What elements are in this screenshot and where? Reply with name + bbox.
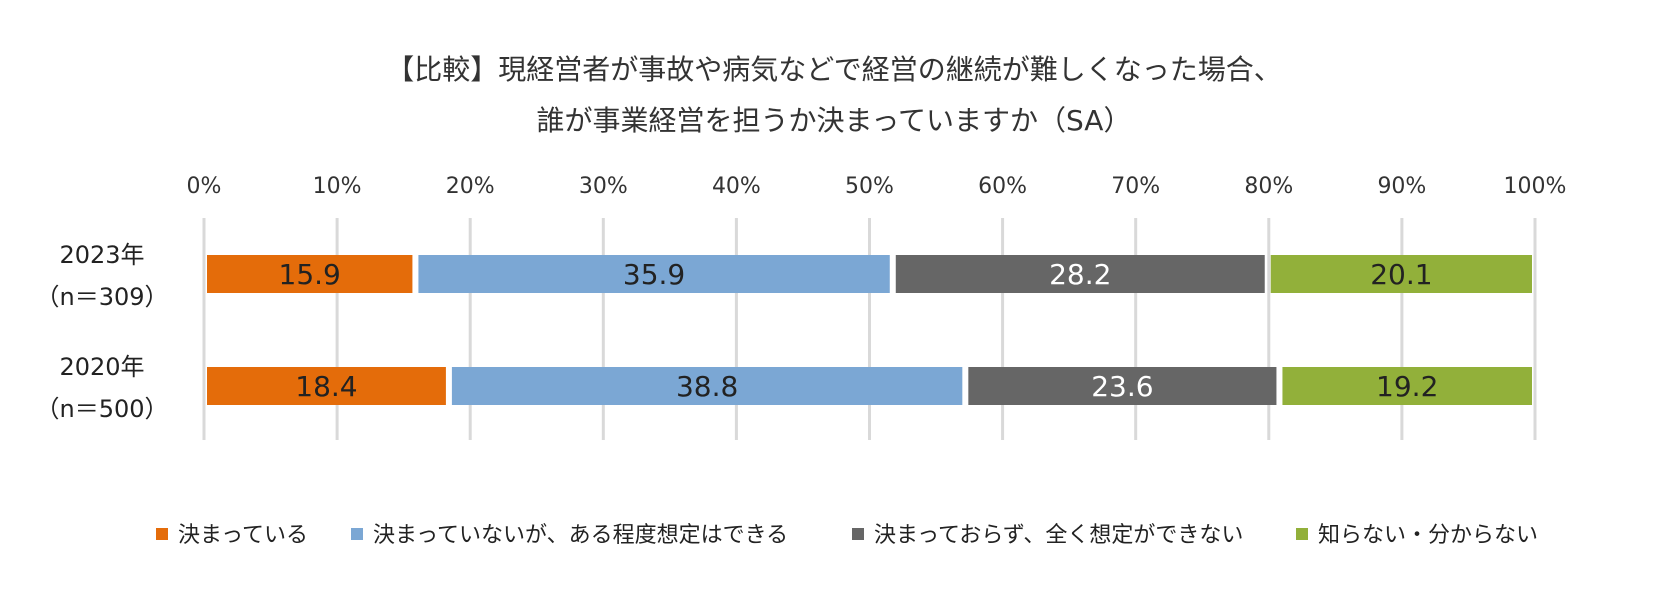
data-label: 15.9: [279, 258, 341, 291]
legend-swatch: [1296, 528, 1308, 540]
bar-segment: [1282, 367, 1532, 405]
x-tick-label: 90%: [1377, 174, 1426, 199]
category-labels: 2023年 （n＝309） 2020年 （n＝500）: [35, 241, 168, 423]
bar-segment: [207, 255, 413, 293]
x-tick-label: 60%: [978, 174, 1027, 199]
data-label: 28.2: [1049, 258, 1111, 291]
x-tick-label: 80%: [1244, 174, 1293, 199]
data-label: 35.9: [623, 258, 685, 291]
x-tick-label: 10%: [313, 174, 362, 199]
legend-label: 知らない・分からない: [1318, 523, 1538, 548]
bar-segment: [418, 255, 890, 293]
category-label-year: 2020年: [59, 353, 144, 381]
data-label: 23.6: [1091, 370, 1153, 403]
x-tick-label: 50%: [845, 174, 894, 199]
x-axis-ticks: 0% 10% 20% 30% 40% 50% 60% 70% 80% 90% 100%: [187, 174, 1567, 199]
legend-label: 決まっている: [178, 523, 308, 548]
data-label: 20.1: [1370, 258, 1432, 291]
x-tick-label: 100%: [1504, 174, 1567, 199]
category-label-n: （n＝309）: [35, 283, 168, 311]
bar-segment: [895, 255, 1265, 293]
bar-segment: [968, 367, 1277, 405]
bar-segments: [207, 255, 1532, 405]
x-tick-label: 40%: [712, 174, 761, 199]
bar-segment: [207, 367, 446, 405]
legend-swatch: [852, 528, 864, 540]
legend-swatch: [351, 528, 363, 540]
bar-segment: [451, 367, 963, 405]
chart-title-line-2: 誰が事業経営を担うか決まっていますか（SA）: [537, 104, 1132, 137]
x-tick-label: 30%: [579, 174, 628, 199]
category-label-n: （n＝500）: [35, 395, 168, 423]
category-label-year: 2023年: [59, 241, 144, 269]
legend-swatch: [156, 528, 168, 540]
chart-title-line-1: 【比較】現経営者が事故や病気などで経営の継続が難しくなった場合、: [386, 53, 1281, 86]
data-label: 19.2: [1376, 370, 1438, 403]
legend-label: 決まっておらず、全く想定ができない: [874, 523, 1243, 548]
gridlines: [202, 218, 1537, 440]
data-label: 18.4: [295, 370, 357, 403]
legend-label: 決まっていないが、ある程度想定はできる: [373, 523, 788, 548]
data-labels: 15.9 35.9 28.2 20.1 18.4 38.8 23.6 19.2: [279, 258, 1439, 403]
x-tick-label: 20%: [446, 174, 495, 199]
bar-segment: [1270, 255, 1532, 293]
x-tick-label: 0%: [187, 174, 222, 199]
data-label: 38.8: [676, 370, 738, 403]
legend: 決まっている 決まっていないが、ある程度想定はできる 決まっておらず、全く想定ができ…: [156, 523, 1538, 548]
x-tick-label: 70%: [1111, 174, 1160, 199]
